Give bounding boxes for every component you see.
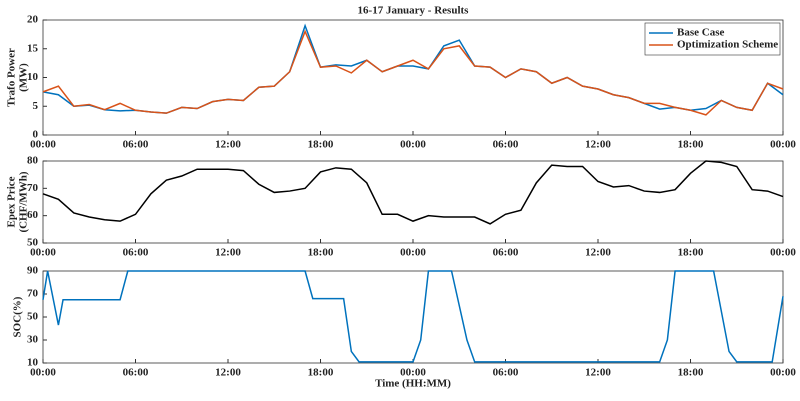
y-tick-label: 60 [27,209,39,221]
x-tick-label: 00:00 [30,247,56,259]
x-tick-label: 06:00 [493,367,519,379]
x-tick-label: 06:00 [493,139,519,151]
x-tick-label: 18:00 [308,139,334,151]
x-tick-label: 18:00 [678,367,704,379]
x-tick-label: 12:00 [215,139,241,151]
x-tick-label: 00:00 [30,139,56,151]
y-tick-label: 15 [27,42,39,54]
data-line [42,29,784,116]
y-axis-label: (CHF/MWh) [18,171,30,232]
x-tick-label: 00:00 [770,247,796,259]
plot-area [42,270,784,364]
chart-title: 16-17 January - Results [358,5,470,17]
x-tick-label: 12:00 [585,247,611,259]
legend-label: Base Case [677,27,724,39]
x-tick-label: 06:00 [493,247,519,259]
y-tick-label: 80 [27,155,39,167]
x-tick-label: 00:00 [400,139,426,151]
data-line [42,160,784,225]
x-tick-label: 06:00 [123,139,149,151]
y-tick-label: 0 [33,129,39,141]
y-tick-label: 20 [27,14,39,26]
data-line [42,270,784,363]
y-tick-label: 70 [27,288,39,300]
x-tick-label: 06:00 [123,247,149,259]
y-tick-label: 70 [27,182,39,194]
x-tick-label: 00:00 [770,367,796,379]
x-tick-label: 00:00 [30,367,56,379]
y-tick-label: 5 [33,100,39,112]
x-tick-label: 12:00 [215,247,241,259]
y-axis-label: Trafo Power [6,48,18,107]
y-axis-label: (MW) [18,63,30,92]
plot-area [42,160,784,244]
y-tick-label: 10 [27,71,39,83]
x-axis-label: Time (HH:MM) [375,378,451,390]
y-tick-label: 30 [27,334,39,346]
x-tick-label: 12:00 [585,139,611,151]
y-tick-label: 90 [27,265,39,277]
y-axis-label: SOC(%) [12,296,24,337]
y-tick-label: 10 [27,357,39,369]
y-tick-label: 50 [27,311,39,323]
legend-label: Optimization Scheme [677,39,778,51]
x-tick-label: 18:00 [308,247,334,259]
x-tick-label: 06:00 [123,367,149,379]
x-tick-label: 12:00 [215,367,241,379]
y-axis-label: Epex Price [6,176,18,227]
x-tick-label: 12:00 [585,367,611,379]
legend-box [644,22,781,56]
x-tick-label: 18:00 [678,247,704,259]
x-tick-label: 00:00 [400,367,426,379]
x-tick-label: 18:00 [308,367,334,379]
x-tick-label: 18:00 [678,139,704,151]
y-tick-label: 50 [27,237,39,249]
x-tick-label: 00:00 [400,247,426,259]
x-tick-label: 00:00 [770,139,796,151]
